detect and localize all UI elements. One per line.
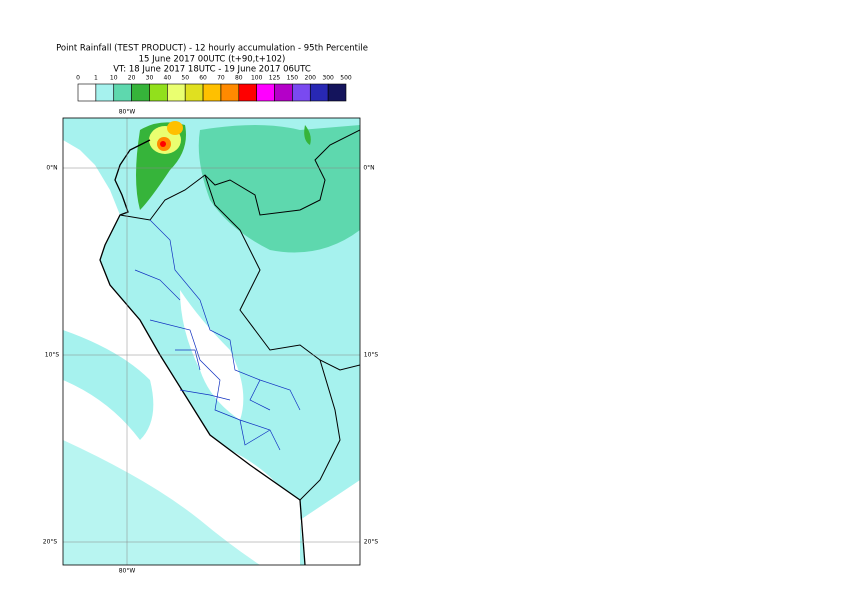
legend-label: 0 bbox=[76, 75, 80, 82]
legend-swatch bbox=[113, 83, 132, 102]
lat-label: 0°N bbox=[46, 165, 57, 172]
rain-area bbox=[63, 330, 154, 440]
title: Point Rainfall (TEST PRODUCT) - 12 hourl… bbox=[56, 44, 368, 75]
legend-label: 300 bbox=[322, 75, 334, 82]
legend-swatch bbox=[238, 83, 257, 102]
legend-swatch bbox=[292, 83, 311, 102]
coastline bbox=[299, 499, 306, 565]
legend-swatch bbox=[95, 83, 115, 102]
border bbox=[119, 129, 360, 221]
legend-swatch bbox=[77, 83, 97, 102]
admin-boundary bbox=[134, 219, 301, 451]
title-line: 15 June 2017 00UTC (t+90,t+102) bbox=[139, 55, 286, 65]
rain-area bbox=[198, 125, 360, 253]
legend-swatch bbox=[274, 83, 293, 102]
legend-swatch bbox=[149, 83, 168, 102]
rain-area bbox=[160, 141, 166, 147]
legend-label: 125 bbox=[269, 75, 281, 82]
legend-label: 10 bbox=[110, 75, 118, 82]
legend-label: 80 bbox=[235, 75, 243, 82]
legend-label: 40 bbox=[164, 75, 172, 82]
map-frame bbox=[62, 117, 361, 566]
dry-area bbox=[300, 480, 360, 565]
legend-label: 200 bbox=[305, 75, 317, 82]
lat-label: 10°S bbox=[45, 352, 60, 359]
title-line: Point Rainfall (TEST PRODUCT) - 12 hourl… bbox=[56, 44, 368, 54]
legend-label: 20 bbox=[128, 75, 136, 82]
border bbox=[204, 174, 360, 371]
legend-label: 500 bbox=[340, 75, 352, 82]
lon-label: 80°W bbox=[119, 109, 136, 116]
border bbox=[299, 359, 341, 501]
legend-swatch bbox=[309, 83, 329, 102]
legend-label: 70 bbox=[217, 75, 225, 82]
legend-label: 150 bbox=[287, 75, 299, 82]
legend-swatch bbox=[202, 83, 222, 102]
lon-label: 80°W bbox=[119, 568, 136, 575]
legend-swatch bbox=[256, 83, 275, 102]
legend-label: 100 bbox=[251, 75, 263, 82]
title-line: VT: 18 June 2017 18UTC - 19 June 2017 06… bbox=[113, 65, 311, 75]
lat-label: 20°S bbox=[43, 539, 58, 546]
legend-swatch bbox=[327, 83, 347, 102]
lat-label: 10°S bbox=[364, 352, 379, 359]
legend-swatch bbox=[220, 83, 240, 102]
lat-label: 20°S bbox=[364, 539, 379, 546]
dry-area bbox=[150, 380, 290, 500]
rain-area bbox=[167, 121, 183, 135]
rain-area bbox=[304, 125, 311, 145]
lat-label: 0°N bbox=[363, 165, 374, 172]
legend-swatch bbox=[167, 83, 186, 102]
legend-label: 1 bbox=[94, 75, 98, 82]
legend-swatch bbox=[184, 83, 204, 102]
legend: 0 1 10 20 30 40 50 60 70 80 100 125 150 200 300 500 bbox=[76, 75, 352, 102]
legend-label: 60 bbox=[199, 75, 207, 82]
rain-area bbox=[63, 440, 260, 565]
map bbox=[63, 118, 360, 565]
legend-label: 30 bbox=[146, 75, 154, 82]
legend-swatch bbox=[131, 83, 150, 102]
coastline bbox=[99, 139, 301, 501]
legend-label: 50 bbox=[181, 75, 189, 82]
